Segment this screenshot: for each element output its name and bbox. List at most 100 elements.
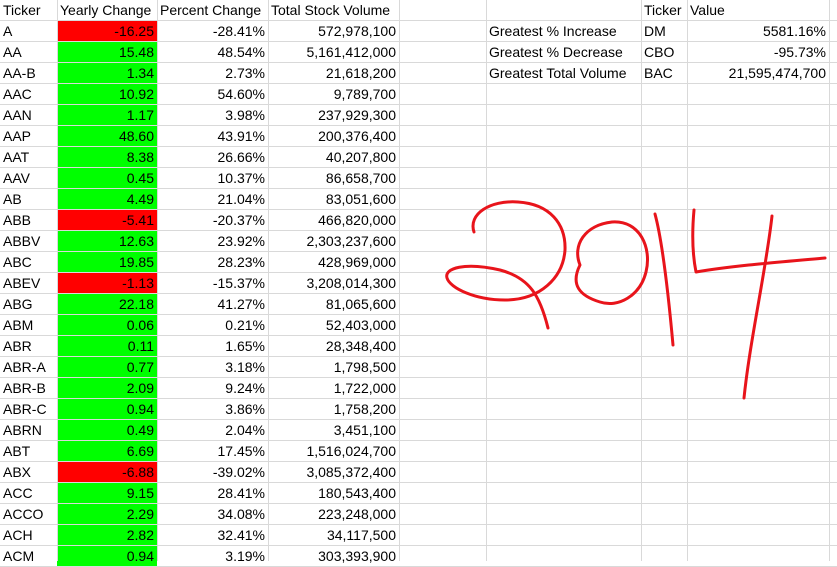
ticker-cell[interactable]: AAN <box>3 107 32 123</box>
ticker-cell[interactable]: ABR-A <box>3 359 46 375</box>
ticker-cell[interactable]: ABX <box>3 464 32 480</box>
ticker-cell[interactable]: AAT <box>3 149 30 165</box>
percent-change-cell[interactable]: 3.18% <box>225 359 265 375</box>
header-yearly-change[interactable]: Yearly Change <box>60 2 152 18</box>
yearly-change-cell[interactable]: -6.88 <box>57 462 157 483</box>
percent-change-cell[interactable]: 2.73% <box>225 65 265 81</box>
header-total-stock-volume[interactable]: Total Stock Volume <box>271 2 391 18</box>
percent-change-cell[interactable]: 9.24% <box>225 380 265 396</box>
total-volume-cell[interactable]: 34,117,500 <box>326 527 396 543</box>
yearly-change-cell[interactable]: -5.41 <box>57 210 157 231</box>
percent-change-cell[interactable]: 43.91% <box>217 128 265 144</box>
total-volume-cell[interactable]: 81,065,600 <box>325 296 396 312</box>
percent-change-cell[interactable]: 23.92% <box>217 233 265 249</box>
ticker-cell[interactable]: ABT <box>3 443 31 459</box>
yearly-change-cell[interactable]: 0.77 <box>57 357 157 378</box>
yearly-change-cell[interactable]: 22.18 <box>57 294 157 315</box>
percent-change-cell[interactable]: -20.37% <box>212 212 265 228</box>
percent-change-cell[interactable]: 17.45% <box>217 443 265 459</box>
ticker-cell[interactable]: A <box>3 23 13 39</box>
ticker-cell[interactable]: ABRN <box>3 422 42 438</box>
yearly-change-cell[interactable]: 1.34 <box>57 63 157 84</box>
yearly-change-cell[interactable]: 2.09 <box>57 378 157 399</box>
total-volume-cell[interactable]: 28,348,400 <box>325 338 396 354</box>
total-volume-cell[interactable]: 200,376,400 <box>318 128 396 144</box>
total-volume-cell[interactable]: 2,303,237,600 <box>306 233 396 249</box>
ticker-cell[interactable]: ACH <box>3 527 33 543</box>
yearly-change-cell[interactable]: 0.45 <box>57 168 157 189</box>
ticker-cell[interactable]: ABM <box>3 317 34 333</box>
percent-change-cell[interactable]: 41.27% <box>217 296 265 312</box>
ticker-cell[interactable]: ABR-C <box>3 401 47 417</box>
total-volume-cell[interactable]: 9,789,700 <box>333 86 396 102</box>
ticker-cell[interactable]: AAP <box>3 128 32 144</box>
header-percent-change[interactable]: Percent Change <box>160 2 262 18</box>
ticker-cell[interactable]: AA-B <box>3 65 36 81</box>
summary-label-decrease[interactable]: Greatest % Decrease <box>489 44 623 60</box>
total-volume-cell[interactable]: 52,403,000 <box>325 317 396 333</box>
ticker-cell[interactable]: AB <box>3 191 22 207</box>
percent-change-cell[interactable]: 10.37% <box>217 170 265 186</box>
summary-value-volume[interactable]: 21,595,474,700 <box>728 65 826 81</box>
yearly-change-cell[interactable]: 4.49 <box>57 189 157 210</box>
yearly-change-cell[interactable]: 0.94 <box>57 546 157 567</box>
percent-change-cell[interactable]: 34.08% <box>217 506 265 522</box>
percent-change-cell[interactable]: 28.41% <box>217 485 265 501</box>
ticker-cell[interactable]: ABR <box>3 338 32 354</box>
ticker-cell[interactable]: AA <box>3 44 22 60</box>
percent-change-cell[interactable]: 48.54% <box>217 44 265 60</box>
summary-label-volume[interactable]: Greatest Total Volume <box>489 65 627 81</box>
total-volume-cell[interactable]: 3,085,372,400 <box>306 464 396 480</box>
ticker-cell[interactable]: ABEV <box>3 275 41 291</box>
total-volume-cell[interactable]: 21,618,200 <box>325 65 396 81</box>
ticker-cell[interactable]: AAC <box>3 86 32 102</box>
total-volume-cell[interactable]: 237,929,300 <box>318 107 396 123</box>
yearly-change-cell[interactable]: 12.63 <box>57 231 157 252</box>
percent-change-cell[interactable]: 1.65% <box>225 338 265 354</box>
summary-value-decrease[interactable]: -95.73% <box>773 44 826 60</box>
total-volume-cell[interactable]: 86,658,700 <box>325 170 396 186</box>
ticker-cell[interactable]: ACC <box>3 485 33 501</box>
yearly-change-cell[interactable]: 0.11 <box>57 336 157 357</box>
ticker-cell[interactable]: AAV <box>3 170 30 186</box>
percent-change-cell[interactable]: -15.37% <box>212 275 265 291</box>
yearly-change-cell[interactable]: 0.49 <box>57 420 157 441</box>
total-volume-cell[interactable]: 1,516,024,700 <box>306 443 396 459</box>
header-ticker[interactable]: Ticker <box>3 2 41 18</box>
summary-ticker-decrease[interactable]: CBO <box>644 44 675 60</box>
total-volume-cell[interactable]: 3,208,014,300 <box>306 275 396 291</box>
ticker-cell[interactable]: ABG <box>3 296 33 312</box>
percent-change-cell[interactable]: 21.04% <box>217 191 265 207</box>
yearly-change-cell[interactable]: 1.17 <box>57 105 157 126</box>
summary-value-increase[interactable]: 5581.16% <box>762 23 826 39</box>
total-volume-cell[interactable]: 223,248,000 <box>318 506 396 522</box>
yearly-change-cell[interactable]: -16.25 <box>57 21 157 42</box>
ticker-cell[interactable]: ACCO <box>3 506 44 522</box>
total-volume-cell[interactable]: 1,722,000 <box>333 380 396 396</box>
percent-change-cell[interactable]: 26.66% <box>217 149 265 165</box>
percent-change-cell[interactable]: 3.98% <box>225 107 265 123</box>
percent-change-cell[interactable]: 3.86% <box>225 401 265 417</box>
yearly-change-cell[interactable]: -1.13 <box>57 273 157 294</box>
yearly-change-cell[interactable]: 48.60 <box>57 126 157 147</box>
ticker-cell[interactable]: ABB <box>3 212 32 228</box>
total-volume-cell[interactable]: 303,393,900 <box>318 548 396 564</box>
yearly-change-cell[interactable]: 2.82 <box>57 525 157 546</box>
total-volume-cell[interactable]: 1,798,500 <box>333 359 396 375</box>
total-volume-cell[interactable]: 572,978,100 <box>318 23 396 39</box>
ticker-cell[interactable]: ACM <box>3 548 35 564</box>
yearly-change-cell[interactable]: 0.06 <box>57 315 157 336</box>
summary-ticker-volume[interactable]: BAC <box>644 65 673 81</box>
percent-change-cell[interactable]: 28.23% <box>217 254 265 270</box>
total-volume-cell[interactable]: 180,543,400 <box>318 485 396 501</box>
percent-change-cell[interactable]: 3.19% <box>225 548 265 564</box>
total-volume-cell[interactable]: 428,969,000 <box>318 254 396 270</box>
yearly-change-cell[interactable]: 15.48 <box>57 42 157 63</box>
ticker-cell[interactable]: ABC <box>3 254 32 270</box>
percent-change-cell[interactable]: 54.60% <box>217 86 265 102</box>
yearly-change-cell[interactable]: 10.92 <box>57 84 157 105</box>
yearly-change-cell[interactable]: 2.29 <box>57 504 157 525</box>
percent-change-cell[interactable]: -28.41% <box>212 23 265 39</box>
total-volume-cell[interactable]: 40,207,800 <box>325 149 396 165</box>
percent-change-cell[interactable]: 0.21% <box>225 317 265 333</box>
